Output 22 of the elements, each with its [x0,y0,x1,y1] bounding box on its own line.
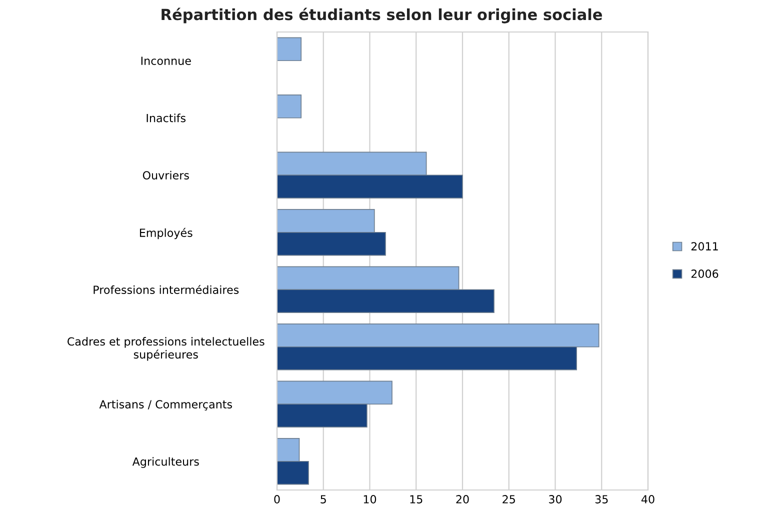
x-tick-label: 35 [595,495,608,504]
legend-label: 2006 [691,270,718,278]
y-tick-label: Ouvriers [142,170,189,180]
x-tick-label: 40 [641,495,654,504]
chart-title: Répartition des étudiants selon leur origine sociale [162,8,602,24]
x-tick-label: 20 [456,495,469,504]
y-tick-label: Inactifs [146,114,186,122]
y-tick-label: Employés [140,228,192,240]
y-tick-label: Professions intermédiaires [94,284,239,294]
x-tick-label: 15 [410,495,422,504]
y-tick-label: Artisans / Commerçants [99,400,232,410]
x-tick-label: 5 [320,495,326,504]
y-tick-label: Agriculteurs [132,457,199,468]
legend-label: 2011 [691,242,718,251]
x-tick-label: 0 [274,495,280,504]
bar [277,37,302,62]
x-tick-label: 10 [364,495,376,504]
x-tick-label: 25 [502,495,515,504]
y-tick-label: Inconnue [141,56,191,66]
x-tick-label: 30 [549,495,562,504]
bar [277,94,302,118]
y-tick-label: Cadres et professions intelectuelles supérieures [68,337,264,361]
